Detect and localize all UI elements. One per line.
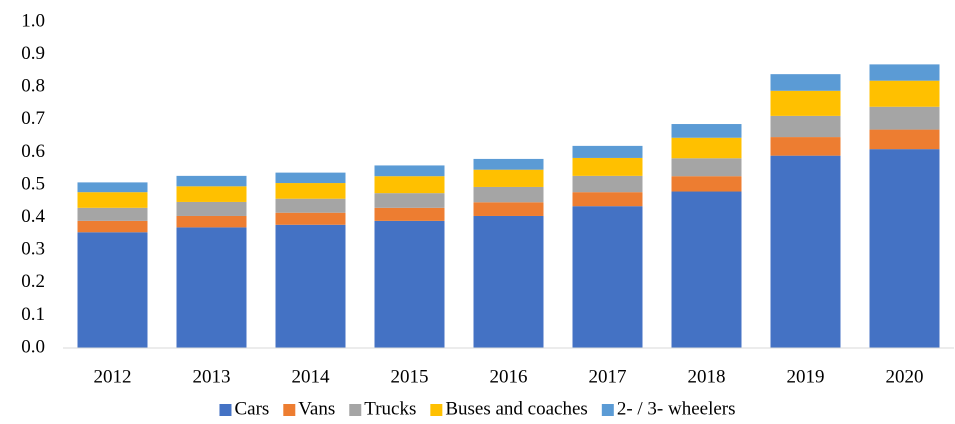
bar-segment xyxy=(176,201,247,216)
legend-swatch xyxy=(283,404,296,416)
bar-segment xyxy=(473,186,544,203)
y-tick-label: 0.6 xyxy=(21,141,45,162)
bar-segment xyxy=(77,220,148,233)
y-tick-label: 0.9 xyxy=(21,43,45,64)
bar-segment xyxy=(869,129,940,150)
legend-swatch xyxy=(219,404,232,416)
bar-segment xyxy=(671,176,742,192)
y-tick-label: 0.5 xyxy=(21,173,45,194)
bar-segment xyxy=(275,183,346,199)
x-tick-label: 2012 xyxy=(94,366,132,387)
bar-segment xyxy=(374,165,445,177)
bar-segment xyxy=(176,215,247,228)
y-tick-label: 0.1 xyxy=(21,304,45,325)
bar-segment xyxy=(77,207,148,221)
bar-segment xyxy=(176,227,247,348)
bar-segment xyxy=(770,74,841,91)
bar-segment xyxy=(572,145,643,158)
y-tick-label: 0.3 xyxy=(21,239,45,260)
bar-segment xyxy=(572,206,643,348)
bar-segment xyxy=(770,90,841,116)
x-tick-label: 2020 xyxy=(886,366,924,387)
bar-segment xyxy=(374,220,445,348)
x-tick-label: 2015 xyxy=(391,366,429,387)
legend-label: Vans xyxy=(298,398,335,419)
bar-segment xyxy=(275,172,346,184)
bar-segment xyxy=(275,198,346,213)
bar-segment xyxy=(176,186,247,202)
bar-segment xyxy=(869,80,940,107)
bar-segment xyxy=(572,192,643,207)
bar-segment xyxy=(869,64,940,81)
bar-segment xyxy=(671,191,742,348)
x-tick-label: 2016 xyxy=(490,366,528,387)
bar-segment xyxy=(77,182,148,193)
bar-segment xyxy=(869,149,940,348)
bar-segment xyxy=(77,192,148,208)
bar-segment xyxy=(671,137,742,159)
y-tick-label: 0.2 xyxy=(21,271,45,292)
legend-label: Cars xyxy=(234,398,269,419)
bar-segment xyxy=(671,158,742,177)
legend-swatch xyxy=(430,404,443,416)
x-tick-label: 2014 xyxy=(292,366,331,387)
bar-segment xyxy=(275,212,346,225)
bar-segment xyxy=(77,232,148,348)
bar-segment xyxy=(176,175,247,187)
y-tick-label: 0.0 xyxy=(21,336,45,357)
bar-segment xyxy=(572,157,643,176)
x-tick-label: 2013 xyxy=(193,366,231,387)
legend: Cars Vans Trucks Buses and coaches 2- / 3- w… xyxy=(219,398,736,419)
legend-label: Buses and coaches xyxy=(445,398,587,419)
bar-segment xyxy=(473,202,544,216)
y-tick-label: 1.0 xyxy=(21,10,45,31)
x-tick-label: 2017 xyxy=(589,366,627,387)
bar-segment xyxy=(473,169,544,187)
bar-segment xyxy=(770,115,841,138)
bar-segment xyxy=(869,106,940,130)
bar-segment xyxy=(770,137,841,156)
legend-label: 2- / 3- wheelers xyxy=(617,398,736,419)
y-tick-label: 0.8 xyxy=(21,76,45,97)
y-tick-label: 0.4 xyxy=(21,206,45,227)
bar-segment xyxy=(671,124,742,138)
bar-segment xyxy=(473,215,544,348)
y-tick-label: 0.7 xyxy=(21,108,45,129)
bar-segment xyxy=(374,193,445,208)
bar-segment xyxy=(770,155,841,348)
bar-segment xyxy=(374,207,445,221)
bar-segment xyxy=(374,176,445,194)
legend-swatch xyxy=(349,404,362,416)
bar-segment xyxy=(572,175,643,193)
bar-segment xyxy=(275,224,346,348)
bar-segment xyxy=(473,158,544,170)
x-tick-label: 2019 xyxy=(787,366,825,387)
x-tick-label: 2018 xyxy=(688,366,726,387)
legend-swatch xyxy=(601,404,614,416)
legend-label: Trucks xyxy=(364,398,416,419)
